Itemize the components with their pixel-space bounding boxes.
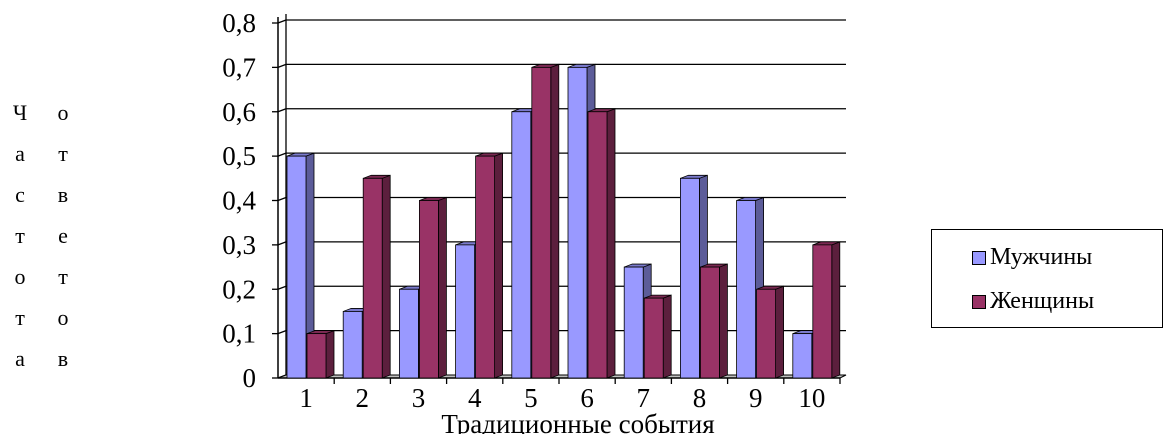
x-tick-label: 7 [637, 383, 651, 413]
y-axis-title-letter: т [15, 305, 25, 330]
legend-swatch-women [972, 294, 986, 309]
bar-front [756, 288, 776, 379]
bar-front [362, 177, 383, 379]
x-tick-label: 8 [693, 383, 707, 413]
x-tick-label: 1 [299, 383, 313, 413]
bar-front [475, 155, 496, 379]
gridline-depth [277, 152, 287, 157]
bar-women-6 [587, 108, 616, 379]
y-axis-title-letter: е [58, 223, 68, 248]
x-tick-label: 9 [749, 383, 763, 413]
legend-item-men: Мужчины [972, 244, 1092, 271]
y-axis-title-letter: Ч [12, 100, 28, 125]
y-axis-title-letter: с [15, 182, 25, 207]
bar-men-1 [286, 152, 315, 379]
bar-front [792, 333, 813, 379]
bar-women-7 [643, 294, 672, 379]
bar-front [643, 297, 664, 379]
bar-front [531, 66, 552, 379]
bar-women-2 [362, 174, 391, 379]
x-tick-label: 6 [580, 383, 594, 413]
y-tick-label: 0 [243, 363, 257, 393]
bars [286, 63, 841, 379]
y-tick-labels: 0 0,1 0,2 0,3 0,4 0,5 0,6 0,7 0,8 [222, 8, 256, 393]
y-tick-label: 0,3 [222, 230, 256, 260]
bar-side [550, 63, 560, 379]
bar-side [437, 196, 447, 379]
bar-side [606, 108, 616, 379]
x-tick-label: 2 [356, 383, 370, 413]
y-tick-label: 0,6 [222, 97, 256, 127]
bar-front [286, 155, 307, 379]
y-axis-title-letter: т [58, 264, 68, 289]
y-axis-title-letter: а [15, 346, 25, 371]
x-axis-title: Традиционные события [441, 409, 714, 434]
bar-women-1 [306, 330, 335, 379]
legend-swatch-men [972, 250, 986, 265]
y-tick-label: 0,4 [222, 186, 256, 216]
y-axis-title-letter: в [57, 182, 69, 207]
y-tick-label: 0,1 [222, 319, 256, 349]
bar-front [567, 66, 588, 379]
y-axis-title-letter: о [57, 305, 69, 330]
y-axis-title-letter: в [57, 346, 69, 371]
bar-front [680, 177, 700, 379]
gridline-depth [277, 108, 287, 113]
bar-side [325, 330, 335, 379]
y-axis-title-letter: о [14, 264, 26, 289]
y-axis-title-letter: о [57, 100, 69, 125]
bar-side [494, 152, 504, 379]
legend-item-women: Женщины [972, 288, 1094, 315]
bar-front [342, 311, 363, 379]
bar-front [736, 200, 756, 379]
bar-women-10 [812, 241, 841, 379]
bar-front [455, 244, 476, 379]
x-tick-label: 5 [524, 383, 538, 413]
x-tick-label: 3 [412, 383, 426, 413]
bar-women-5 [531, 63, 560, 379]
bar-front [587, 111, 608, 379]
bar-front [398, 288, 419, 379]
gridline-depth [277, 285, 287, 290]
bar-front [812, 244, 833, 379]
bar-front [700, 266, 720, 379]
bar-side [719, 263, 728, 379]
y-axis-title-letter: а [15, 141, 25, 166]
bar-women-8 [700, 263, 728, 379]
bar-front [418, 200, 439, 379]
bar-side [381, 174, 391, 379]
bar-women-3 [418, 196, 447, 379]
x-tick-label: 4 [468, 383, 482, 413]
bar-front [511, 111, 532, 379]
gridline-depth [277, 19, 287, 24]
legend-label-women: Женщины [990, 288, 1095, 314]
y-axis-title-letter: т [15, 223, 25, 248]
x-tick-label: 10 [798, 383, 825, 413]
gridline-depth [277, 196, 287, 202]
bar-women-9 [756, 285, 784, 379]
gridline-depth [277, 241, 287, 246]
bar-women-4 [475, 152, 504, 379]
y-tick-label: 0,7 [222, 52, 256, 82]
bar-front [623, 266, 644, 379]
legend-label-men: Мужчины [990, 244, 1093, 270]
gridline-depth [277, 63, 287, 68]
gridline-depth [277, 330, 287, 335]
x-tick-labels: 1 2 3 4 5 6 7 8 9 10 [299, 383, 825, 413]
y-tick-label: 0,5 [222, 141, 256, 171]
bar-side [662, 294, 672, 379]
y-tick-label: 0,2 [222, 274, 256, 304]
y-axis-title-letter: т [58, 141, 68, 166]
bar-front [306, 333, 327, 379]
bar-side [775, 285, 784, 379]
bar-side [831, 241, 841, 379]
legend: Мужчины Женщины [931, 229, 1163, 328]
y-tick-label: 0,8 [222, 8, 256, 38]
